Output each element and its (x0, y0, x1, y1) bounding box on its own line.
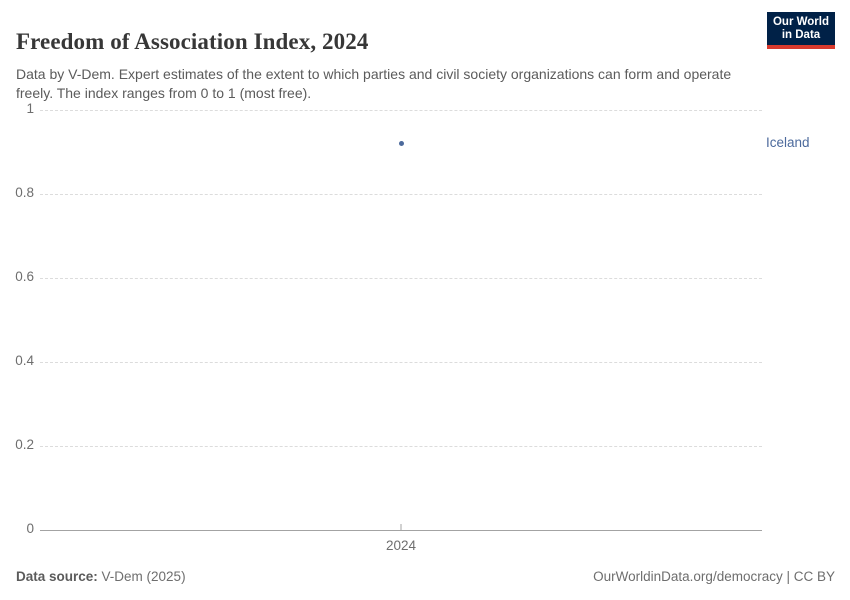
owid-logo-line1: Our World (772, 15, 829, 28)
gridline (40, 278, 762, 279)
data-point-iceland[interactable] (398, 141, 404, 147)
y-tick-label: 0.6 (15, 269, 34, 284)
attribution-link[interactable]: OurWorldinData.org/democracy (593, 569, 783, 584)
gridline (40, 446, 762, 447)
gridline (40, 194, 762, 195)
attribution-license: | CC BY (782, 569, 835, 584)
attribution: OurWorldinData.org/democracy | CC BY (593, 569, 835, 584)
gridline (40, 110, 762, 111)
chart-title: Freedom of Association Index, 2024 (16, 29, 369, 55)
y-tick-label: 0.4 (15, 353, 34, 368)
y-tick-label: 0.2 (15, 437, 34, 452)
owid-logo[interactable]: Our World in Data (767, 12, 835, 49)
y-tick-label: 1 (26, 101, 34, 116)
x-axis-line (40, 530, 762, 531)
gridline (40, 362, 762, 363)
data-source-label: Data source: (16, 569, 98, 584)
data-source-note: Data source: V-Dem (2025) (16, 569, 186, 584)
owid-logo-line2: in Data (781, 28, 821, 41)
x-tick-label: 2024 (385, 538, 417, 553)
y-tick-label: 0 (26, 521, 34, 536)
data-source-value: V-Dem (2025) (97, 569, 186, 584)
entity-label-iceland[interactable]: Iceland (766, 135, 810, 151)
chart-subtitle: Data by V-Dem. Expert estimates of the e… (16, 66, 732, 101)
x-axis-tick-mark (400, 524, 402, 530)
y-tick-label: 0.8 (15, 185, 34, 200)
